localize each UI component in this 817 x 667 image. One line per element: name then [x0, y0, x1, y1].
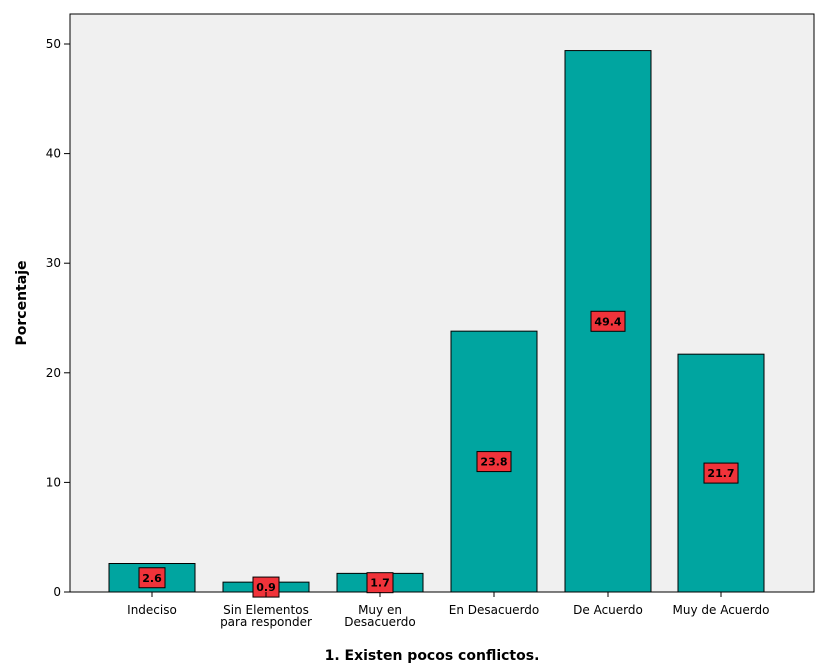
- category-label: Muy de Acuerdo: [673, 603, 770, 617]
- category-label: para responder: [220, 615, 312, 629]
- category-label: Sin Elementos: [223, 603, 309, 617]
- y-tick-label: 40: [46, 147, 61, 161]
- category-label: Muy en: [358, 603, 402, 617]
- y-tick-label: 10: [46, 475, 61, 489]
- category-label: En Desacuerdo: [449, 603, 540, 617]
- y-axis-title: Porcentaje: [14, 261, 30, 346]
- data-label: 0.9: [256, 581, 276, 594]
- data-label-box: [476, 451, 512, 473]
- y-tick-label: 20: [46, 366, 61, 380]
- data-label: 49.4: [594, 315, 621, 328]
- category-label: De Acuerdo: [573, 603, 643, 617]
- x-axis-title: 1. Existen pocos conflictos.: [325, 648, 540, 664]
- y-tick-label: 0: [53, 585, 61, 599]
- data-label: 23.8: [480, 456, 507, 469]
- y-tick-label: 50: [46, 37, 61, 51]
- data-label-box: [252, 576, 280, 598]
- data-label: 2.6: [142, 572, 162, 585]
- data-label-box: [703, 462, 739, 484]
- bars: 2.6 0.9 1.7 23.8 49.4 21.7: [108, 50, 765, 598]
- y-tick-label: 30: [46, 256, 61, 270]
- data-label-box: [138, 567, 166, 589]
- data-label: 21.7: [707, 467, 734, 480]
- data-label-box: [590, 310, 626, 332]
- category-label: Indeciso: [127, 603, 177, 617]
- y-axis: 0 10 20 30 40 50: [46, 37, 70, 599]
- category-label: Desacuerdo: [344, 615, 416, 629]
- data-label: 1.7: [370, 577, 390, 590]
